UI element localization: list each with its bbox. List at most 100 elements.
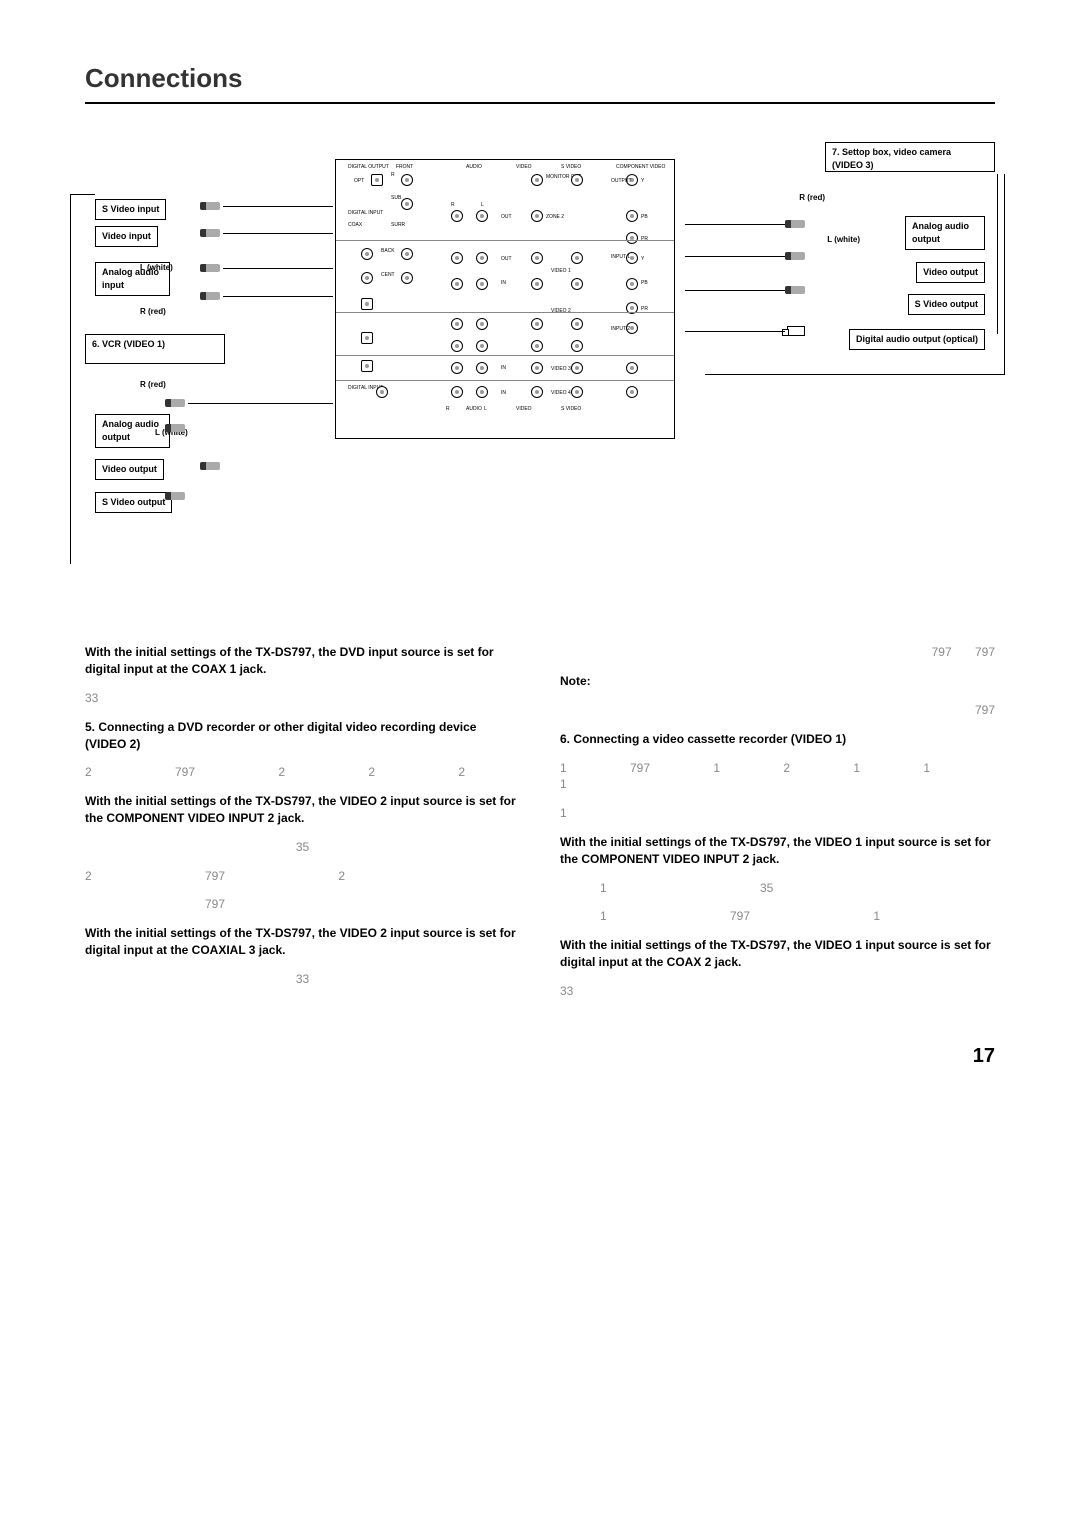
lbl-video3: VIDEO 3: [551, 366, 571, 373]
para: 33: [85, 690, 520, 707]
lbl-out3: OUT: [501, 256, 512, 263]
lbl-video-b: VIDEO: [516, 406, 532, 413]
lbl-l-white-r: L (white): [827, 234, 860, 245]
para: 1: [560, 805, 995, 822]
callout-analog-audio-output-r: Analog audio output: [905, 216, 985, 249]
wire: [685, 331, 785, 332]
lbl-input1: INPUT 1: [611, 254, 630, 261]
lbl-y2: Y: [641, 256, 644, 263]
para: 797: [560, 702, 995, 719]
para: With the initial settings of the TX-DS79…: [85, 644, 520, 678]
jack: [571, 252, 583, 264]
para: 35: [85, 839, 520, 856]
lbl-svideo: S VIDEO: [561, 164, 581, 171]
lbl-video: VIDEO: [516, 164, 532, 171]
section-heading-5: 5. Connecting a DVD recorder or other di…: [85, 719, 520, 753]
para: 2 797 2: [85, 868, 520, 885]
para: 2 797 2 2 2: [85, 764, 520, 781]
plug-icon: [785, 252, 805, 260]
wire: [705, 374, 1005, 375]
wire: [1004, 174, 1005, 374]
lbl-l2: L: [481, 202, 484, 209]
panel-divider: [336, 355, 674, 356]
wire: [685, 290, 785, 291]
lbl-input2: INPUT 2: [611, 326, 630, 333]
jack: [571, 362, 583, 374]
jack: [451, 318, 463, 330]
para: With the initial settings of the TX-DS79…: [85, 793, 520, 827]
jack: [401, 198, 413, 210]
lbl-in3: IN: [501, 365, 506, 372]
jack: [451, 252, 463, 264]
plug-icon: [785, 220, 805, 228]
lbl-out2: OUT: [501, 214, 512, 221]
para: 1 797 1 2 1 1 1: [560, 760, 995, 794]
jack: [531, 362, 543, 374]
plug-icon: [200, 292, 220, 300]
lbl-in4: IN: [501, 390, 506, 397]
lbl-y: Y: [641, 178, 644, 185]
jack: [451, 386, 463, 398]
optical-plug-icon: [787, 326, 805, 336]
jack: [531, 340, 543, 352]
lbl-r-audio: R: [446, 406, 450, 413]
jack: [401, 248, 413, 260]
callout-digital-audio-output: Digital audio output (optical): [849, 329, 985, 350]
callout-video-output-r: Video output: [916, 262, 985, 283]
plug-icon: [165, 399, 185, 407]
lbl-zone2: ZONE 2: [546, 214, 564, 221]
page-title: Connections: [85, 60, 995, 96]
jack: [476, 278, 488, 290]
wire: [223, 233, 333, 234]
lbl-r2: R: [451, 202, 455, 209]
lbl-video1: VIDEO 1: [551, 268, 571, 275]
note-label: Note:: [560, 673, 995, 690]
jack: [451, 362, 463, 374]
callout-video-input: Video input: [95, 226, 158, 247]
plug-icon: [785, 286, 805, 294]
settop-line2: (VIDEO 3): [832, 159, 988, 172]
para: With the initial settings of the TX-DS79…: [560, 834, 995, 868]
wire: [70, 194, 95, 195]
wire: [685, 256, 785, 257]
lbl-r-red: R (red): [140, 306, 166, 317]
para: With the initial settings of the TX-DS79…: [85, 925, 520, 959]
jack: [451, 340, 463, 352]
jack: [626, 232, 638, 244]
jack: [626, 210, 638, 222]
page-number: 17: [85, 1042, 995, 1070]
left-column: With the initial settings of the TX-DS79…: [85, 644, 520, 1011]
lbl-pb2: PB: [641, 280, 648, 287]
lbl-front: FRONT: [396, 164, 413, 171]
wire: [223, 206, 333, 207]
jack: [401, 174, 413, 186]
plug-icon: [200, 202, 220, 210]
wire: [223, 268, 333, 269]
lbl-back: BACK: [381, 248, 395, 255]
jack: [626, 278, 638, 290]
lbl-r-red-r: R (red): [799, 192, 825, 203]
jack: [531, 252, 543, 264]
lbl-in: IN: [501, 280, 506, 287]
lbl-coax: COAX: [348, 222, 362, 229]
section-heading-6: 6. Connecting a video cassette recorder …: [560, 731, 995, 748]
jack: [361, 360, 373, 372]
wire: [685, 224, 785, 225]
jack: [571, 318, 583, 330]
wire: [223, 296, 333, 297]
jack: [476, 210, 488, 222]
jack: [531, 278, 543, 290]
title-rule: [85, 102, 995, 104]
callout-svideo-output-r: S Video output: [908, 294, 985, 315]
para: 33: [560, 983, 995, 1000]
jack: [476, 386, 488, 398]
jack: [361, 272, 373, 284]
lbl-digital-output: DIGITAL OUTPUT: [348, 164, 389, 171]
para: 1 35: [560, 880, 995, 897]
para: With the initial settings of the TX-DS79…: [560, 937, 995, 971]
lbl-l-audio: L: [484, 406, 487, 413]
jack: [571, 386, 583, 398]
panel-divider: [336, 240, 674, 241]
jack: [531, 318, 543, 330]
jack-opt: [371, 174, 383, 186]
